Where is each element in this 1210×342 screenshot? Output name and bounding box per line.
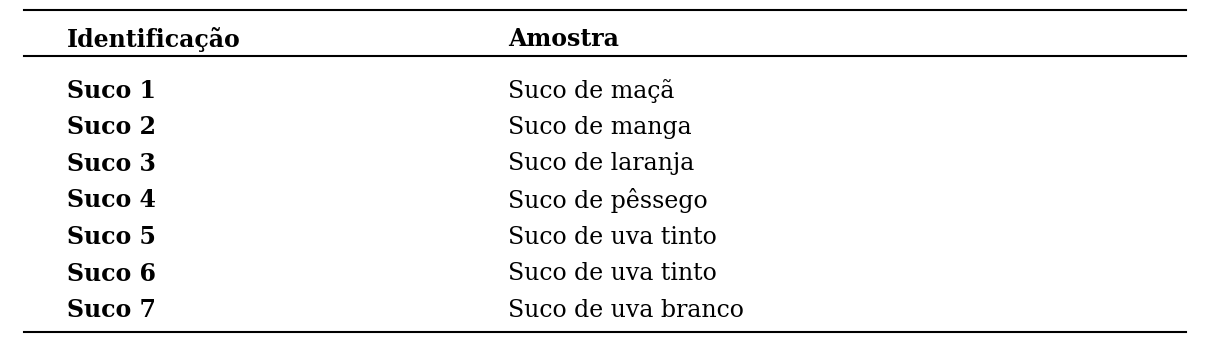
- Text: Suco de pêssego: Suco de pêssego: [508, 188, 708, 213]
- Text: Suco de uva tinto: Suco de uva tinto: [508, 262, 718, 285]
- Text: Suco de uva tinto: Suco de uva tinto: [508, 225, 718, 249]
- Text: Suco de laranja: Suco de laranja: [508, 152, 695, 175]
- Text: Suco 3: Suco 3: [67, 152, 155, 176]
- Text: Suco de manga: Suco de manga: [508, 116, 692, 139]
- Text: Suco 1: Suco 1: [67, 79, 156, 103]
- Text: Suco 7: Suco 7: [67, 298, 156, 322]
- Text: Amostra: Amostra: [508, 27, 620, 51]
- Text: Suco 6: Suco 6: [67, 262, 156, 286]
- Text: Suco 4: Suco 4: [67, 188, 156, 212]
- Text: Suco de uva branco: Suco de uva branco: [508, 299, 744, 322]
- Text: Suco de maçã: Suco de maçã: [508, 79, 675, 103]
- Text: Suco 5: Suco 5: [67, 225, 155, 249]
- Text: Suco 2: Suco 2: [67, 115, 156, 139]
- Text: Identificação: Identificação: [67, 27, 241, 52]
